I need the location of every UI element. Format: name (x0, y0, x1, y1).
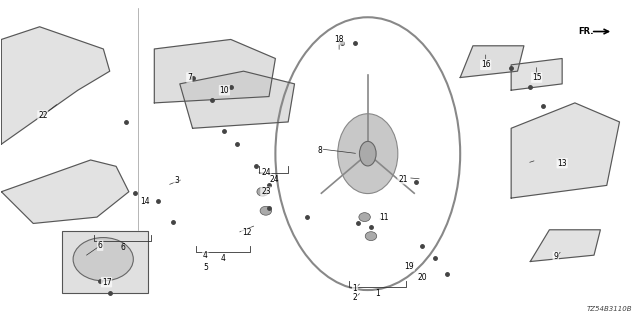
Text: 16: 16 (481, 60, 490, 69)
Polygon shape (1, 27, 109, 144)
Text: 19: 19 (404, 262, 414, 271)
Ellipse shape (257, 187, 268, 196)
Text: 6: 6 (120, 243, 125, 252)
Text: 1: 1 (375, 289, 380, 298)
Text: FR.: FR. (579, 27, 594, 36)
Text: 18: 18 (334, 35, 344, 44)
Ellipse shape (365, 232, 377, 241)
Text: 23: 23 (261, 187, 271, 196)
Text: 21: 21 (398, 174, 408, 184)
Text: 15: 15 (532, 73, 541, 82)
Polygon shape (511, 59, 562, 90)
Bar (62, 231, 148, 293)
Text: 11: 11 (379, 212, 388, 222)
Text: 22: 22 (38, 111, 47, 120)
Polygon shape (511, 103, 620, 198)
Polygon shape (154, 39, 275, 103)
Text: 8: 8 (317, 146, 323, 155)
Text: 7: 7 (187, 73, 192, 82)
Polygon shape (180, 71, 294, 128)
Text: 12: 12 (242, 228, 252, 237)
Text: 20: 20 (417, 273, 427, 282)
Ellipse shape (338, 114, 398, 194)
Text: TZ54B3110B: TZ54B3110B (587, 306, 632, 312)
Text: 3: 3 (174, 176, 179, 185)
Text: 1: 1 (353, 284, 357, 293)
Polygon shape (1, 160, 129, 223)
Text: 10: 10 (220, 86, 229, 95)
Text: 14: 14 (140, 197, 150, 206)
Text: 5: 5 (203, 263, 208, 272)
Text: 4: 4 (203, 251, 208, 260)
Polygon shape (460, 46, 524, 77)
Ellipse shape (359, 213, 371, 221)
Text: 17: 17 (102, 278, 111, 287)
Ellipse shape (260, 206, 271, 215)
Ellipse shape (360, 141, 376, 166)
Polygon shape (531, 230, 600, 261)
Text: 24: 24 (269, 175, 279, 184)
Text: 6: 6 (98, 241, 102, 250)
Text: 9: 9 (554, 252, 558, 261)
Ellipse shape (73, 237, 133, 281)
Text: 24: 24 (261, 168, 271, 177)
Text: 4: 4 (221, 254, 225, 263)
Text: 2: 2 (353, 293, 357, 302)
Text: 13: 13 (557, 159, 567, 168)
